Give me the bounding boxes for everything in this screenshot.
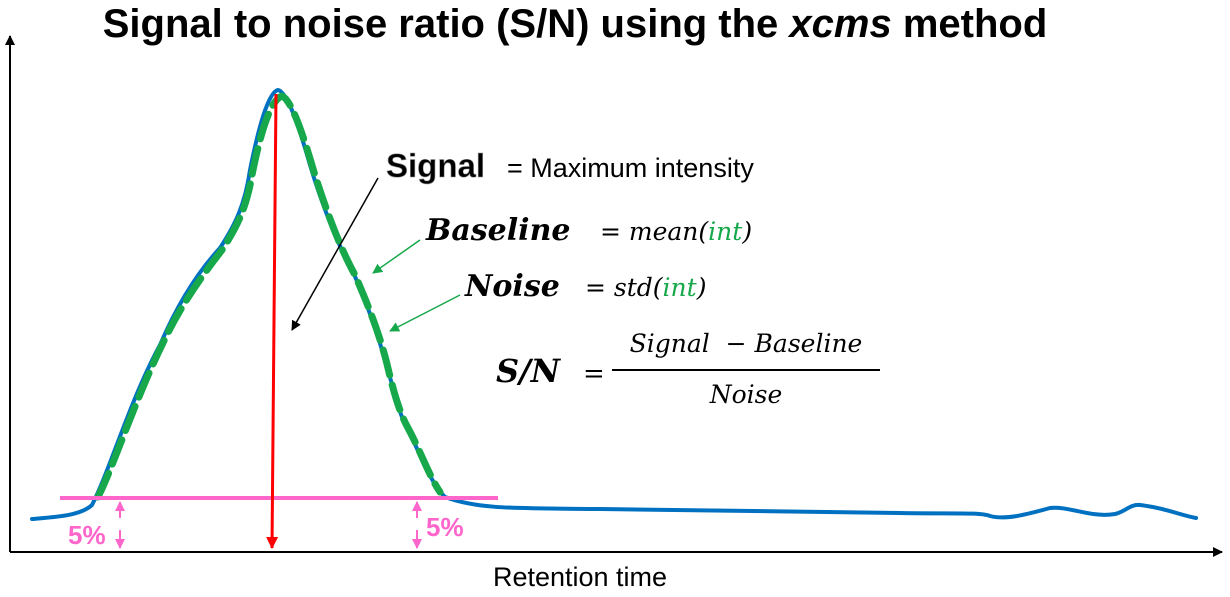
- sn-numerator: Signal − Baseline: [630, 329, 863, 358]
- noise-pointer: [389, 294, 461, 332]
- signal-arrow: [266, 93, 279, 549]
- x-axis-label: Retention time: [492, 562, 668, 592]
- baseline-pointer: [372, 239, 421, 274]
- baseline-term: Baseline: [425, 213, 570, 248]
- sn-equals: =: [583, 359, 605, 389]
- diagram-title: Signal to noise ratio (S/N) using the xc…: [0, 2, 1150, 47]
- sn-denominator: Noise: [709, 380, 783, 409]
- noise-term: Noise: [464, 269, 560, 304]
- signal-definition: = Maximum intensity: [507, 153, 754, 183]
- threshold-label-left: 5%: [68, 520, 106, 550]
- threshold-label-right: 5%: [426, 512, 464, 542]
- noise-equation: = std(int): [585, 273, 706, 302]
- signal-pointer: [291, 177, 379, 331]
- baseline-equation: = mean(int): [600, 217, 752, 246]
- title-emphasis: xcms: [789, 2, 892, 46]
- sn-term: S/N: [496, 352, 562, 390]
- fit-curve: [94, 92, 444, 501]
- title-suffix: method: [891, 2, 1048, 46]
- signal-term: Signal: [386, 147, 485, 184]
- title-prefix: Signal to noise ratio (S/N) using the: [102, 2, 790, 46]
